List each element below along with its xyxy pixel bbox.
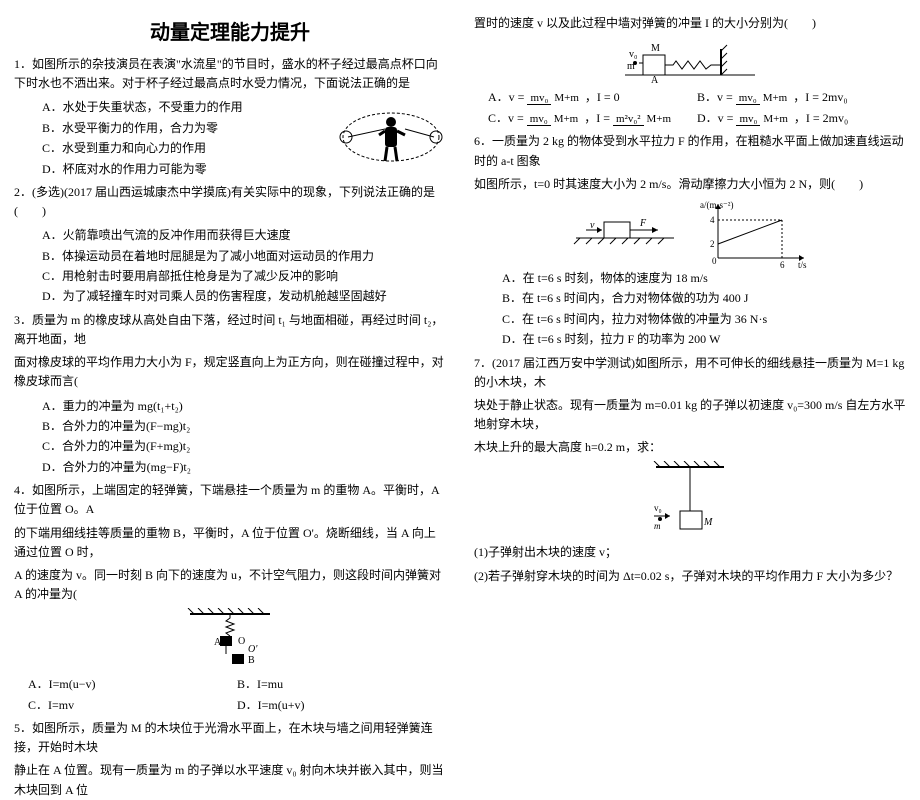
q3-options: A．重力的冲量为 mg(t₁+t₂) B．合外力的冲量为(F−mg)t₂ C．合… bbox=[42, 396, 446, 478]
svg-text:v₀: v₀ bbox=[654, 503, 662, 513]
q3-stem1: 3．质量为 m 的橡皮球从高处自由下落，经过时间 t₁ 与地面相碰，再经过时间 … bbox=[14, 311, 446, 349]
q5c-fracC1: mv₀M+m bbox=[527, 110, 581, 129]
q5-stem1: 5．如图所示，质量为 M 的木块位于光滑水平面上，在木块与墙之间用轻弹簧连接，开… bbox=[14, 719, 446, 757]
q4-stem3: A 的速度为 v。同一时刻 B 向下的速度为 u，不计空气阻力，则这段时间内弹簧… bbox=[14, 566, 446, 604]
q5c-optC: C．v = mv₀M+m ，I = m²v₀²M+m bbox=[488, 108, 697, 129]
q7-sub2: (2)若子弹射穿木块的时间为 Δt=0.02 s，子弹对木块的平均作用力 F 大… bbox=[474, 567, 906, 586]
q4-stem1: 4．如图所示，上端固定的轻弹簧，下端悬挂一个质量为 m 的重物 A。平衡时，A … bbox=[14, 481, 446, 519]
q2-optA: A．火箭靠喷出气流的反冲作用而获得巨大速度 bbox=[42, 225, 446, 245]
q6-options: A．在 t=6 s 时刻，物体的速度为 18 m/s B．在 t=6 s 时间内… bbox=[502, 268, 906, 350]
q2-optD: D．为了减轻撞车时对司乘人员的伤害程度，发动机舱越坚固越好 bbox=[42, 286, 446, 306]
spring-diagram-icon: A O B O' bbox=[170, 608, 290, 670]
q5c-fracA: mv₀M+m bbox=[527, 89, 581, 108]
q5c-optB: B．v = mv₀M+m ，I = 2mv₀ bbox=[697, 87, 906, 108]
svg-text:t/s: t/s bbox=[798, 260, 807, 268]
q5c-optD: D．v = mv₀M+m ，I = 2mv₀ bbox=[697, 108, 906, 129]
q2-options: A．火箭靠喷出气流的反冲作用而获得巨大速度 B．体操运动员在着地时屈腿是为了减小… bbox=[42, 225, 446, 307]
svg-text:B: B bbox=[248, 655, 255, 666]
q4-figure: A O B O' bbox=[14, 608, 446, 670]
svg-text:A: A bbox=[214, 637, 222, 648]
q5c-B-pre: B．v = bbox=[697, 90, 733, 104]
svg-text:M: M bbox=[651, 43, 660, 54]
q4-optA: A．I=m(u−v) bbox=[28, 674, 237, 694]
q5c-fracB: mv₀M+m bbox=[736, 89, 790, 108]
q5c-D-suf: ，I = 2mv₀ bbox=[794, 111, 848, 125]
q3-stem2: 面对橡皮球的平均作用力大小为 F，规定竖直向上为正方向，则在碰撞过程中，对橡皮球… bbox=[14, 353, 446, 391]
q6-optB: B．在 t=6 s 时间内，合力对物体做的功为 400 J bbox=[502, 288, 906, 308]
q5c-C-pre: C．v = bbox=[488, 111, 524, 125]
svg-text:a/(m·s⁻²): a/(m·s⁻²) bbox=[700, 200, 733, 210]
q3-optD: D．合外力的冲量为(mg−F)t₂ bbox=[42, 457, 446, 477]
svg-text:m: m bbox=[654, 521, 661, 531]
q6-stem2: 如图所示，t=0 时其速度大小为 2 m/s。滑动摩擦力大小恒为 2 N，则( … bbox=[474, 175, 906, 194]
q2-optB: B．体操运动员在着地时屈腿是为了减小地面对运动员的作用力 bbox=[42, 246, 446, 266]
q3-optB: B．合外力的冲量为(F−mg)t₂ bbox=[42, 416, 446, 436]
svg-text:O: O bbox=[238, 636, 245, 647]
q6-stem1: 6．一质量为 2 kg 的物体受到水平拉力 F 的作用，在粗糙水平面上做加速直线… bbox=[474, 132, 906, 170]
q4-optD: D．I=m(u+v) bbox=[237, 695, 446, 715]
page-root: 动量定理能力提升 1．如图所示的杂技演员在表演"水流星"的节目时，盛水的杯子经过… bbox=[0, 0, 920, 650]
q5c-stem: 置时的速度 v 以及此过程中墙对弹簧的冲量 I 的大小分别为( ) bbox=[474, 14, 906, 33]
svg-text:0: 0 bbox=[712, 256, 717, 266]
acrobat-icon bbox=[336, 97, 446, 175]
q1-stem-text: 1．如图所示的杂技演员在表演"水流星"的节目时，盛水的杯子经过最高点杯口向下时水… bbox=[14, 57, 438, 90]
svg-text:6: 6 bbox=[780, 260, 785, 268]
q4-options: A．I=m(u−v) B．I=mu C．I=mv D．I=m(u+v) bbox=[28, 674, 446, 715]
q5c-fracD: mv₀M+m bbox=[736, 110, 790, 129]
a-t-graph-icon: a/(m·s⁻²) t/s 0 2 4 6 bbox=[700, 198, 810, 268]
q3-optA: A．重力的冲量为 mg(t₁+t₂) bbox=[42, 396, 446, 416]
q1-stem: 1．如图所示的杂技演员在表演"水流星"的节目时，盛水的杯子经过最高点杯口向下时水… bbox=[14, 55, 446, 93]
hanging-block-icon: M v₀ m bbox=[640, 461, 740, 539]
left-column: 动量定理能力提升 1．如图所示的杂技演员在表演"水流星"的节目时，盛水的杯子经过… bbox=[0, 0, 460, 650]
svg-text:4: 4 bbox=[710, 215, 715, 225]
q7-stem1: 7．(2017 届江西万安中学测试)如图所示，用不可伸长的细线悬挂一质量为 M=… bbox=[474, 354, 906, 392]
svg-text:m: m bbox=[627, 61, 635, 72]
q2-optC: C．用枪射击时要用肩部抵住枪身是为了减少反冲的影响 bbox=[42, 266, 446, 286]
q5c-B-suf: ，I = 2mv₀ bbox=[793, 90, 847, 104]
q6-optC: C．在 t=6 s 时间内，拉力对物体做的冲量为 36 N·s bbox=[502, 309, 906, 329]
q5c-optA: A．v = mv₀M+m ，I = 0 bbox=[488, 87, 697, 108]
q5c-C-mid: ，I = bbox=[584, 111, 610, 125]
q7-stem3: 木块上升的最大高度 h=0.2 m，求： bbox=[474, 438, 906, 457]
svg-text:v: v bbox=[590, 220, 595, 231]
q6-figures: F v a/(m·s⁻²) t/s 0 2 4 6 bbox=[474, 198, 906, 268]
q7-sub1: (1)子弹射出木块的速度 v； bbox=[474, 543, 906, 562]
q7-figure: M v₀ m bbox=[474, 461, 906, 539]
q5-figure: M v₀ m A bbox=[474, 37, 906, 83]
svg-text:v₀: v₀ bbox=[629, 49, 638, 60]
q1-figure bbox=[336, 97, 446, 175]
q3-optC: C．合外力的冲量为(F+mg)t₂ bbox=[42, 436, 446, 456]
q5c-A-pre: A．v = bbox=[488, 90, 524, 104]
q4-stem2: 的下端用细线挂等质量的重物 B，平衡时，A 位于位置 O'。烧断细线，当 A 向… bbox=[14, 524, 446, 562]
q5c-fracC2: m²v₀²M+m bbox=[613, 110, 674, 129]
q5c-A-suf: ，I = 0 bbox=[585, 90, 620, 104]
q7-stem2: 块处于静止状态。现有一质量为 m=0.01 kg 的子弹以初速度 v₀=300 … bbox=[474, 396, 906, 434]
svg-text:A: A bbox=[651, 75, 659, 83]
friction-block-icon: F v bbox=[570, 198, 680, 248]
svg-text:M: M bbox=[703, 517, 713, 528]
q4-optC: C．I=mv bbox=[28, 695, 237, 715]
svg-text:F: F bbox=[639, 218, 647, 229]
svg-text:2: 2 bbox=[710, 239, 715, 249]
q4-optB: B．I=mu bbox=[237, 674, 446, 694]
block-spring-wall-icon: M v₀ m A bbox=[615, 37, 765, 83]
q6-optD: D．在 t=6 s 时刻，拉力 F 的功率为 200 W bbox=[502, 329, 906, 349]
right-column: 置时的速度 v 以及此过程中墙对弹簧的冲量 I 的大小分别为( ) M v₀ m… bbox=[460, 0, 920, 650]
q6-optA: A．在 t=6 s 时刻，物体的速度为 18 m/s bbox=[502, 268, 906, 288]
q5c-D-pre: D．v = bbox=[697, 111, 733, 125]
document-title: 动量定理能力提升 bbox=[14, 16, 446, 45]
q5-stem2: 静止在 A 位置。现有一质量为 m 的子弹以水平速度 v₀ 射向木块并嵌入其中，… bbox=[14, 761, 446, 799]
q5c-options: A．v = mv₀M+m ，I = 0 B．v = mv₀M+m ，I = 2m… bbox=[488, 87, 906, 128]
q2-stem: 2．(多选)(2017 届山西运城康杰中学摸底)有关实际中的现象，下列说法正确的… bbox=[14, 183, 446, 221]
